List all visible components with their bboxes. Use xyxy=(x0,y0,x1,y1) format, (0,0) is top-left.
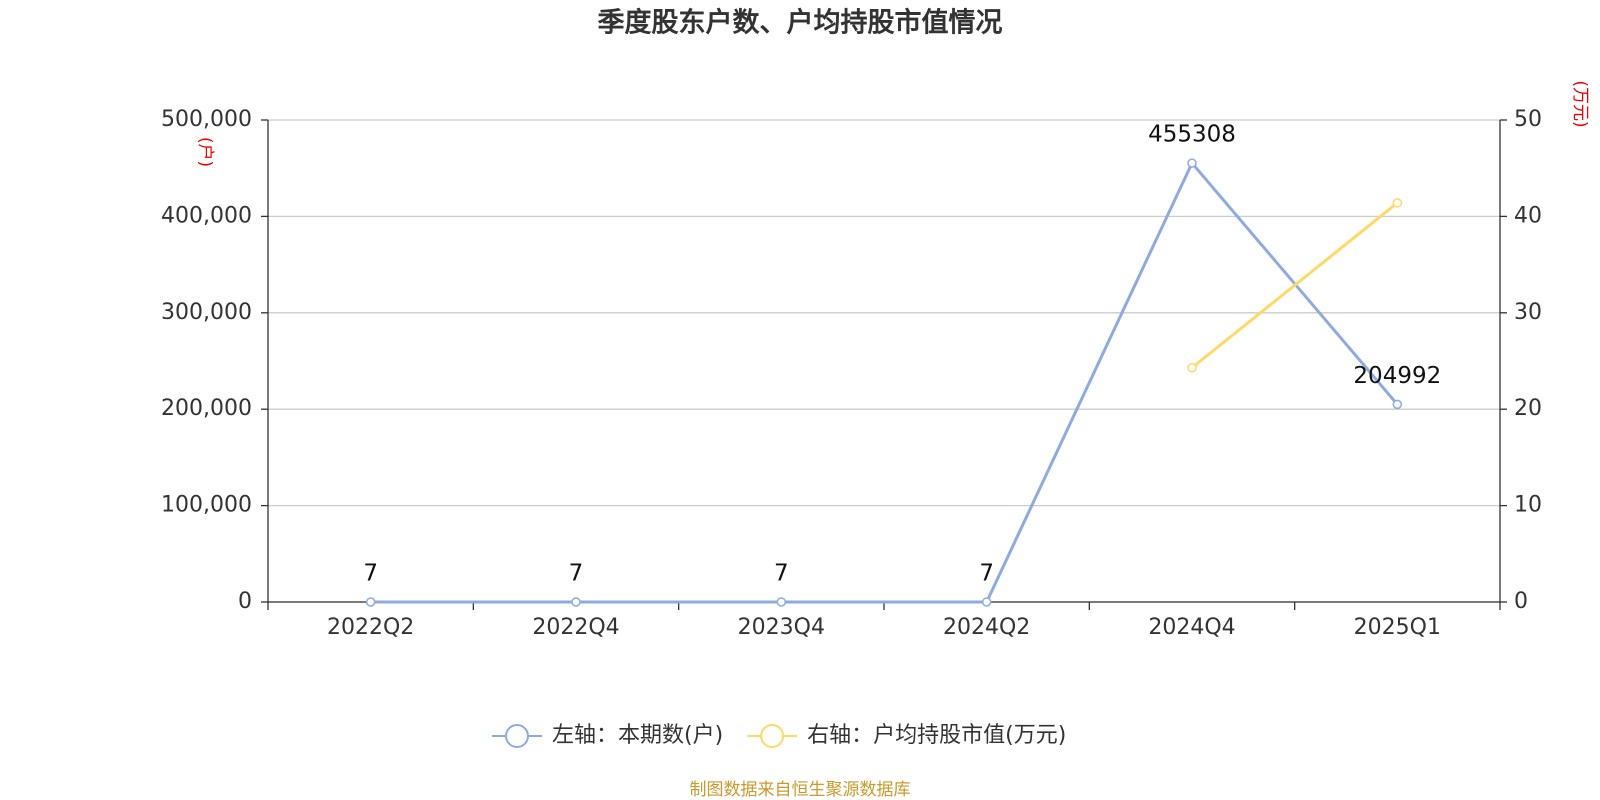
series-line xyxy=(370,160,1399,604)
data-point xyxy=(1392,198,1403,208)
y2-tick-label: 20 xyxy=(1514,396,1542,421)
chart-title: 季度股东户数、户均持股市值情况 xyxy=(598,7,1003,39)
data-label: 455308 xyxy=(1148,122,1236,148)
data-label: 204992 xyxy=(1353,363,1441,389)
y-tick-label: 300,000 xyxy=(161,300,252,325)
data-label: 7 xyxy=(363,560,378,586)
y2-tick-label: 50 xyxy=(1514,107,1542,132)
y-tick-label: 400,000 xyxy=(161,203,252,228)
y-tick-label: 100,000 xyxy=(161,493,252,518)
y2-tick-label: 10 xyxy=(1514,493,1542,518)
legend-label: 左轴：本期数(户) xyxy=(552,723,723,748)
x-tick-label: 2022Q2 xyxy=(327,615,414,640)
y2-tick-label: 40 xyxy=(1514,203,1542,228)
y2-tick-label: 0 xyxy=(1514,589,1528,614)
x-tick-label: 2024Q2 xyxy=(943,615,1030,640)
y-tick-label: 200,000 xyxy=(161,396,252,421)
legend-marker xyxy=(505,724,529,748)
data-label: 7 xyxy=(569,560,584,586)
data-label: 7 xyxy=(979,560,994,586)
data-point xyxy=(776,597,787,607)
y-axis-label: (户) xyxy=(195,137,215,167)
data-point xyxy=(571,597,581,607)
x-tick-label: 2024Q4 xyxy=(1148,615,1235,640)
data-point xyxy=(981,597,992,607)
data-point xyxy=(1187,158,1197,168)
x-tick-label: 2023Q4 xyxy=(738,615,825,640)
legend-marker xyxy=(760,724,785,748)
series-line xyxy=(1191,201,1399,369)
source-note: 制图数据来自恒生聚源数据库 xyxy=(690,780,911,800)
data-label: 7 xyxy=(774,560,789,586)
data-point xyxy=(365,597,376,607)
data-point xyxy=(1187,362,1197,373)
x-tick-label: 2022Q4 xyxy=(532,615,619,640)
y-tick-label: 0 xyxy=(238,589,252,614)
x-tick-label: 2025Q1 xyxy=(1354,615,1441,640)
y2-tick-label: 30 xyxy=(1514,300,1542,325)
legend-label: 右轴：户均持股市值(万元) xyxy=(807,723,1066,748)
data-point xyxy=(1392,399,1403,410)
y-tick-label: 500,000 xyxy=(161,107,252,132)
y2-axis-label: (万元) xyxy=(1570,80,1590,127)
